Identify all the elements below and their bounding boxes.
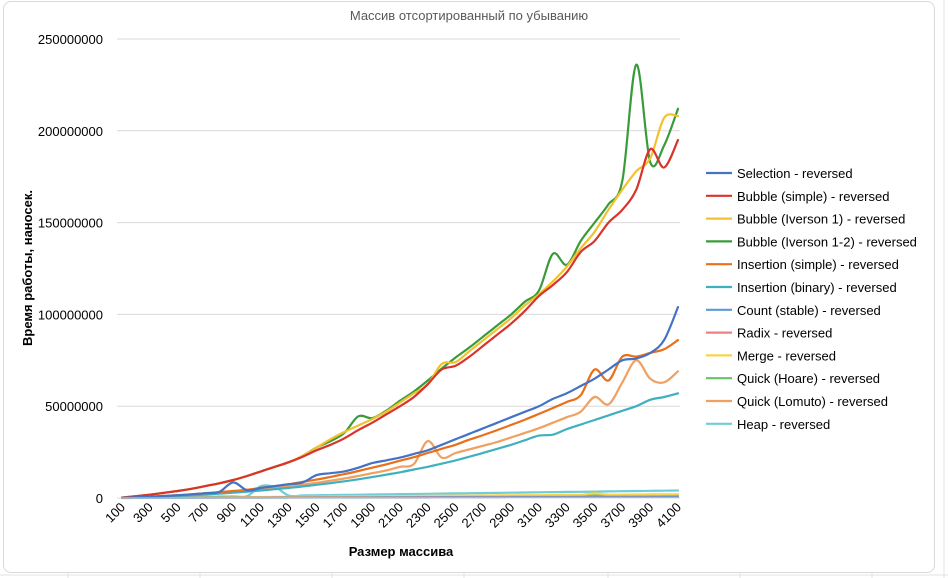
legend-item-count-stable-reversed[interactable]: Count (stable) - reversed [706, 303, 881, 318]
x-tick-label: 2500 [431, 500, 462, 531]
x-tick-label: 1500 [292, 500, 323, 531]
legend-item-heap-reversed[interactable]: Heap - reversed [706, 417, 830, 432]
x-tick-label: 1700 [319, 500, 350, 531]
x-tick-label: 4100 [653, 500, 684, 531]
y-tick-label: 150000000 [38, 216, 103, 231]
x-tick-label: 3700 [597, 500, 628, 531]
legend-item-merge-reversed[interactable]: Merge - reversed [706, 348, 836, 363]
x-tick-label: 900 [213, 500, 239, 526]
x-tick-label: 700 [186, 500, 212, 526]
x-tick-label: 1900 [347, 500, 378, 531]
series-line-bubble-simple-reversed[interactable] [120, 138, 680, 499]
x-tick-label: 3300 [542, 500, 573, 531]
x-tick-label: 1300 [264, 500, 295, 531]
legend-label: Selection - reversed [737, 166, 853, 181]
y-tick-label: 0 [96, 491, 103, 506]
legend-item-bubble-iverson-1-2-reversed[interactable]: Bubble (Iverson 1-2) - reversed [706, 234, 917, 249]
x-tick-label: 100 [102, 500, 128, 526]
series-line-bubble-iverson-1-2-reversed[interactable] [120, 63, 680, 499]
y-tick-label: 200000000 [38, 124, 103, 139]
legend-label: Bubble (simple) - reversed [737, 189, 889, 204]
chart-area[interactable] [3, 1, 935, 573]
legend-label: Merge - reversed [737, 348, 836, 363]
legend: Selection - reversed Bubble (simple) - re… [706, 166, 917, 432]
y-tick-label: 50000000 [45, 399, 103, 414]
y-tick-label: 250000000 [38, 32, 103, 47]
legend-label: Count (stable) - reversed [737, 303, 881, 318]
series-lines [120, 63, 680, 500]
x-tick-label: 3900 [625, 500, 656, 531]
legend-item-insertion-binary-reversed[interactable]: Insertion (binary) - reversed [706, 280, 897, 295]
legend-label: Bubble (Iverson 1) - reversed [737, 212, 905, 227]
x-tick-label: 2100 [375, 500, 406, 531]
y-axis-title: Время работы, наносек. [20, 190, 35, 346]
series-line-quick-lomuto-reversed[interactable] [120, 359, 680, 499]
x-tick-label: 500 [158, 500, 184, 526]
x-tick-label: 3100 [514, 500, 545, 531]
x-tick-label: 2700 [458, 500, 489, 531]
legend-item-bubble-simple-reversed[interactable]: Bubble (simple) - reversed [706, 189, 889, 204]
x-tick-label: 300 [130, 500, 156, 526]
series-line-bubble-iverson-1-reversed[interactable] [120, 113, 680, 499]
x-tick-label: 2300 [403, 500, 434, 531]
y-axis-ticks: 0 50000000 100000000 150000000 200000000 2500… [38, 32, 103, 506]
legend-item-quick-hoare-reversed[interactable]: Quick (Hoare) - reversed [706, 371, 880, 386]
legend-item-quick-lomuto-reversed[interactable]: Quick (Lomuto) - reversed [706, 394, 888, 409]
x-tick-label: 1100 [237, 500, 267, 530]
legend-label: Bubble (Iverson 1-2) - reversed [737, 234, 917, 249]
legend-item-selection-reversed[interactable]: Selection - reversed [706, 166, 853, 181]
y-tick-label: 100000000 [38, 307, 103, 322]
legend-item-bubble-iverson-1-reversed[interactable]: Bubble (Iverson 1) - reversed [706, 212, 905, 227]
legend-label: Quick (Hoare) - reversed [737, 371, 880, 386]
x-tick-label: 3500 [570, 500, 601, 531]
legend-label: Radix - reversed [737, 326, 832, 341]
legend-label: Quick (Lomuto) - reversed [737, 394, 888, 409]
legend-label: Insertion (simple) - reversed [737, 257, 899, 272]
x-tick-label: 2900 [486, 500, 517, 531]
legend-label: Heap - reversed [737, 417, 830, 432]
legend-item-insertion-simple-reversed[interactable]: Insertion (simple) - reversed [706, 257, 899, 272]
chart-title: Массив отсортированный по убыванию [350, 8, 589, 23]
x-axis-ticks: 100 300 500 700 9001100130015001700190021002… [102, 500, 684, 531]
series-line-selection-reversed[interactable] [120, 306, 680, 499]
series-line-insertion-binary-reversed[interactable] [120, 392, 680, 499]
legend-label: Insertion (binary) - reversed [737, 280, 897, 295]
x-axis-title: Размер массива [349, 544, 454, 559]
legend-item-radix-reversed[interactable]: Radix - reversed [706, 326, 832, 341]
